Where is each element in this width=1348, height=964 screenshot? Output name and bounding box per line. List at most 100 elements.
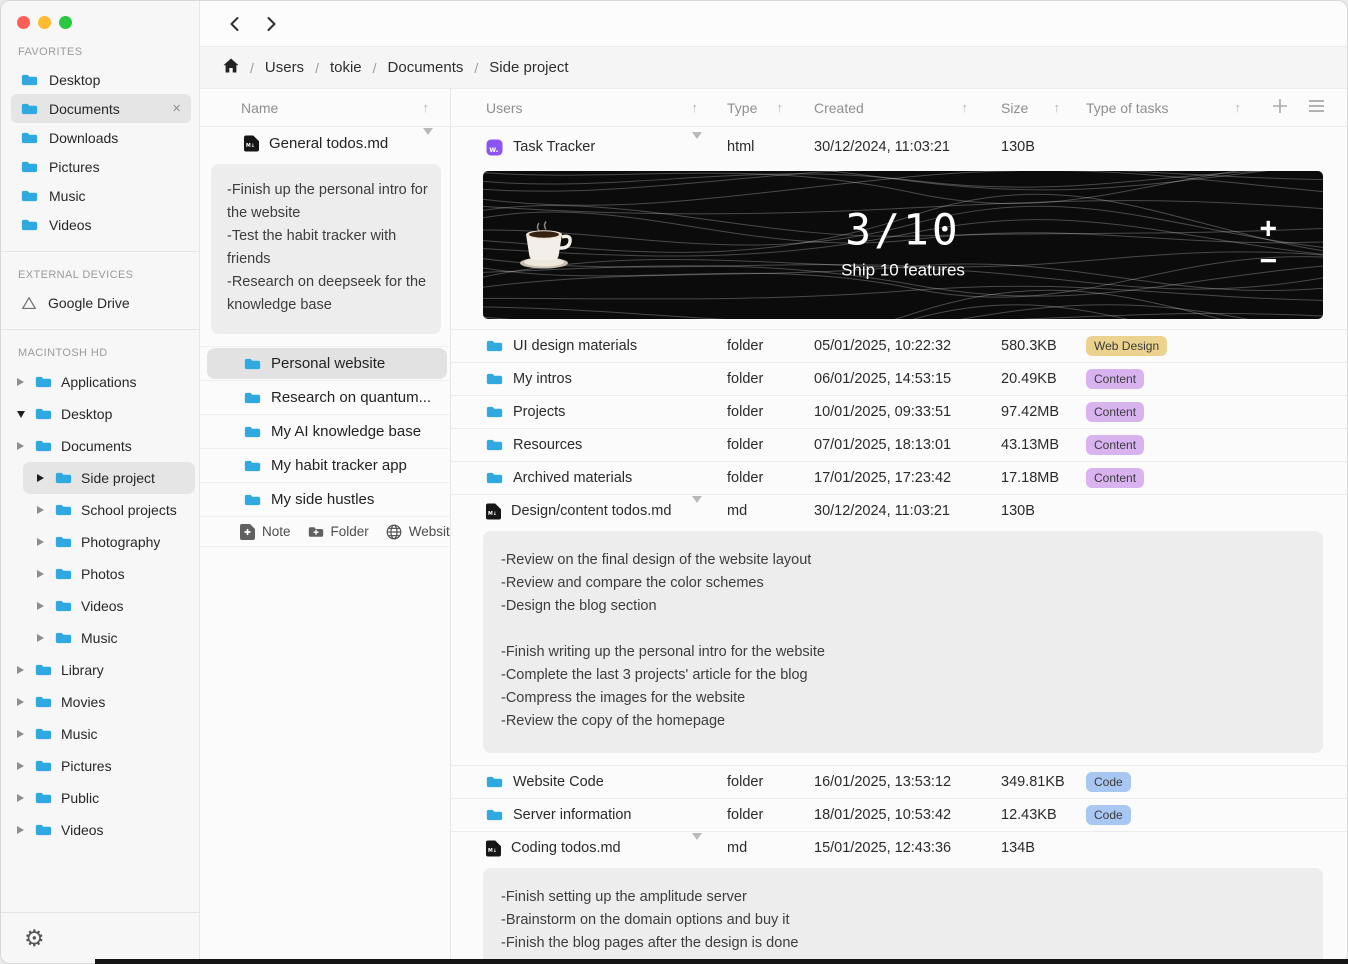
note-preview[interactable]: -Review on the final design of the websi… — [483, 531, 1323, 753]
tree-item-side-project[interactable]: Side project — [23, 462, 195, 494]
expand-arrow-icon[interactable] — [15, 698, 26, 706]
column-header-created[interactable]: Created ↑ — [801, 100, 986, 116]
tree-item-photos[interactable]: Photos — [1, 558, 195, 590]
expand-arrow-icon[interactable] — [35, 602, 46, 610]
forward-button[interactable] — [260, 12, 282, 36]
tree-item-desktop[interactable]: Desktop — [1, 398, 195, 430]
table-row-archived-materials[interactable]: Archived materials folder 17/01/2025, 17:2… — [451, 462, 1347, 494]
list-item-personal-website[interactable]: Personal website — [207, 348, 447, 379]
close-button[interactable] — [17, 16, 30, 29]
expand-arrow-icon[interactable] — [35, 506, 46, 514]
file-list-header[interactable]: Name ↑ — [200, 89, 450, 127]
table-row-ui-design-materials[interactable]: UI design materials folder 05/01/2025, 10:… — [451, 330, 1347, 362]
add-column-button[interactable] — [1272, 98, 1288, 117]
sidebar-item-pictures[interactable]: Pictures — [11, 152, 191, 181]
list-item-my-habit-tracker-app[interactable]: My habit tracker app — [207, 450, 447, 481]
collapse-caret-icon[interactable] — [692, 833, 702, 856]
column-header-users[interactable]: Users ↑ — [451, 100, 716, 116]
action-label: Folder — [330, 524, 369, 539]
sidebar-item-desktop[interactable]: Desktop — [11, 65, 191, 94]
add-note-button[interactable]: Note — [240, 523, 291, 540]
folder-icon — [35, 728, 52, 740]
expand-arrow-icon[interactable] — [15, 762, 26, 770]
table-row-resources[interactable]: Resources folder 07/01/2025, 18:13:01 43.13… — [451, 429, 1347, 461]
tree-item-videos[interactable]: Videos — [1, 814, 195, 846]
folder-icon — [35, 760, 52, 772]
add-folder-button[interactable]: Folder — [308, 524, 369, 539]
sidebar-footer: ⚙ — [1, 912, 199, 963]
expand-arrow-icon[interactable] — [15, 826, 26, 834]
maximize-button[interactable] — [59, 16, 72, 29]
sidebar-item-documents[interactable]: Documents × — [11, 94, 191, 123]
increment-button[interactable]: + — [1259, 212, 1277, 246]
note-preview[interactable]: -Finish up the personal intro for the we… — [211, 164, 441, 334]
remove-favorite-icon[interactable]: × — [172, 100, 181, 117]
expand-arrow-icon[interactable] — [35, 634, 46, 642]
cell-size: 43.13MB — [1001, 437, 1060, 453]
expand-arrow-icon[interactable] — [15, 378, 26, 386]
sidebar-item-label: Desktop — [49, 71, 101, 88]
svg-text:M↓: M↓ — [488, 511, 497, 517]
file-name: Coding todos.md — [511, 840, 621, 856]
note-preview[interactable]: -Finish setting up the amplitude server … — [483, 868, 1323, 963]
list-item-research-on-quantum[interactable]: Research on quantum... — [207, 382, 447, 413]
tree-item-videos[interactable]: Videos — [1, 590, 195, 622]
expand-arrow-icon[interactable] — [35, 474, 46, 482]
sidebar-item-music[interactable]: Music — [11, 181, 191, 210]
table-row-design-content-todos-md[interactable]: M↓ Design/content todos.md md 30/12/2024, 1… — [451, 495, 1347, 527]
list-item-my-side-hustles[interactable]: My side hustles — [207, 484, 447, 515]
tree-item-movies[interactable]: Movies — [1, 686, 195, 718]
tree-item-documents[interactable]: Documents — [1, 430, 195, 462]
tree-item-school-projects[interactable]: School projects — [1, 494, 195, 526]
expand-arrow-icon[interactable] — [35, 538, 46, 546]
sidebar-item-videos[interactable]: Videos — [11, 210, 191, 239]
table-row-my-intros[interactable]: My intros folder 06/01/2025, 14:53:15 20.49… — [451, 363, 1347, 395]
expand-arrow-icon[interactable] — [15, 666, 26, 674]
list-item-label: General todos.md — [269, 135, 389, 152]
tree-item-music[interactable]: Music — [1, 622, 195, 654]
sidebar-item-downloads[interactable]: Downloads — [11, 123, 191, 152]
folder-add-icon — [308, 526, 323, 537]
tree-item-pictures[interactable]: Pictures — [1, 750, 195, 782]
collapse-caret-icon[interactable] — [423, 128, 433, 152]
add-website-button[interactable]: Website — [386, 524, 450, 540]
counter-controls: + − — [1259, 212, 1277, 278]
expand-arrow-icon[interactable] — [15, 730, 26, 738]
sidebar-item-google-drive[interactable]: Google Drive — [11, 288, 191, 317]
breadcrumb-item-side-project[interactable]: Side project — [489, 59, 569, 76]
breadcrumb-home[interactable] — [223, 58, 239, 77]
settings-gear-icon[interactable]: ⚙ — [24, 924, 45, 951]
expand-arrow-icon[interactable] — [15, 442, 26, 450]
expand-arrow-icon[interactable] — [15, 410, 26, 418]
column-header-size[interactable]: Size ↑ — [986, 100, 1078, 116]
favorites-list: Desktop Documents × Downloads Pictures Music V… — [1, 65, 199, 239]
decrement-button[interactable]: − — [1259, 244, 1277, 278]
cell-task-type: Web Design — [1078, 336, 1251, 356]
expand-arrow-icon[interactable] — [35, 570, 46, 578]
tree-item-public[interactable]: Public — [1, 782, 195, 814]
column-header-type-of-tasks[interactable]: Type of tasks ↑ — [1078, 100, 1251, 116]
collapse-caret-icon[interactable] — [692, 132, 702, 155]
tree-item-library[interactable]: Library — [1, 654, 195, 686]
back-button[interactable] — [223, 12, 245, 36]
list-item-general-todos-md[interactable]: M↓ General todos.md — [207, 128, 447, 159]
table-row-website-code[interactable]: Website Code folder 16/01/2025, 13:53:12 34… — [451, 766, 1347, 798]
column-header-type[interactable]: Type ↑ — [716, 100, 801, 116]
minimize-button[interactable] — [38, 16, 51, 29]
tree-item-photography[interactable]: Photography — [1, 526, 195, 558]
collapse-caret-icon[interactable] — [692, 496, 702, 519]
tree-item-music[interactable]: Music — [1, 718, 195, 750]
table-row-coding-todos-md[interactable]: M↓ Coding todos.md md 15/01/2025, 12:43:36 1… — [451, 832, 1347, 864]
breadcrumb-item-users[interactable]: Users — [264, 59, 305, 76]
table-row-projects[interactable]: Projects folder 10/01/2025, 09:33:51 97.42M… — [451, 396, 1347, 428]
breadcrumb-item-documents[interactable]: Documents — [387, 59, 464, 76]
list-entry: My habit tracker app — [200, 450, 450, 483]
tree-item-applications[interactable]: Applications — [1, 366, 195, 398]
list-item-my-ai-knowledge-base[interactable]: My AI knowledge base — [207, 416, 447, 447]
html-file-preview[interactable]: 3/10 Ship 10 features + − — [483, 171, 1323, 319]
breadcrumb-item-tokie[interactable]: tokie — [329, 59, 362, 76]
expand-arrow-icon[interactable] — [15, 794, 26, 802]
table-row-task-tracker[interactable]: w. Task Tracker html 30/12/2024, 11:03:21 13… — [451, 127, 1347, 167]
table-row-server-information[interactable]: Server information folder 18/01/2025, 10:5… — [451, 799, 1347, 831]
view-options-button[interactable] — [1308, 99, 1325, 116]
